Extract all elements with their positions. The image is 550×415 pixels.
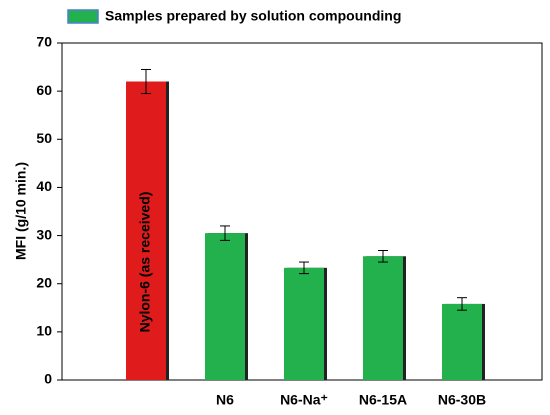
x-tick-label: N6-30B xyxy=(438,392,486,408)
bar xyxy=(126,81,166,380)
y-axis-label: MFI (g/10 min.) xyxy=(13,162,29,260)
y-tick-label: 30 xyxy=(36,226,52,242)
y-tick-label: 40 xyxy=(36,178,52,194)
legend-label: Samples prepared by solution compounding xyxy=(105,8,401,24)
y-tick-label: 60 xyxy=(36,82,52,98)
bar xyxy=(442,303,482,380)
x-tick-label: N6 xyxy=(216,392,234,408)
x-tick-label: N6-15A xyxy=(359,392,407,408)
y-tick-label: 70 xyxy=(36,34,52,50)
y-tick-label: 10 xyxy=(36,323,52,339)
y-tick-label: 0 xyxy=(44,371,52,387)
bar xyxy=(205,233,245,380)
legend-swatch xyxy=(67,9,99,24)
y-tick-label: 20 xyxy=(36,274,52,290)
bar-label: Nylon-6 (as received) xyxy=(137,192,153,333)
bar xyxy=(284,267,324,380)
x-tick-label: N6-Na⁺ xyxy=(280,392,328,408)
y-tick-label: 50 xyxy=(36,130,52,146)
bar xyxy=(363,256,403,380)
